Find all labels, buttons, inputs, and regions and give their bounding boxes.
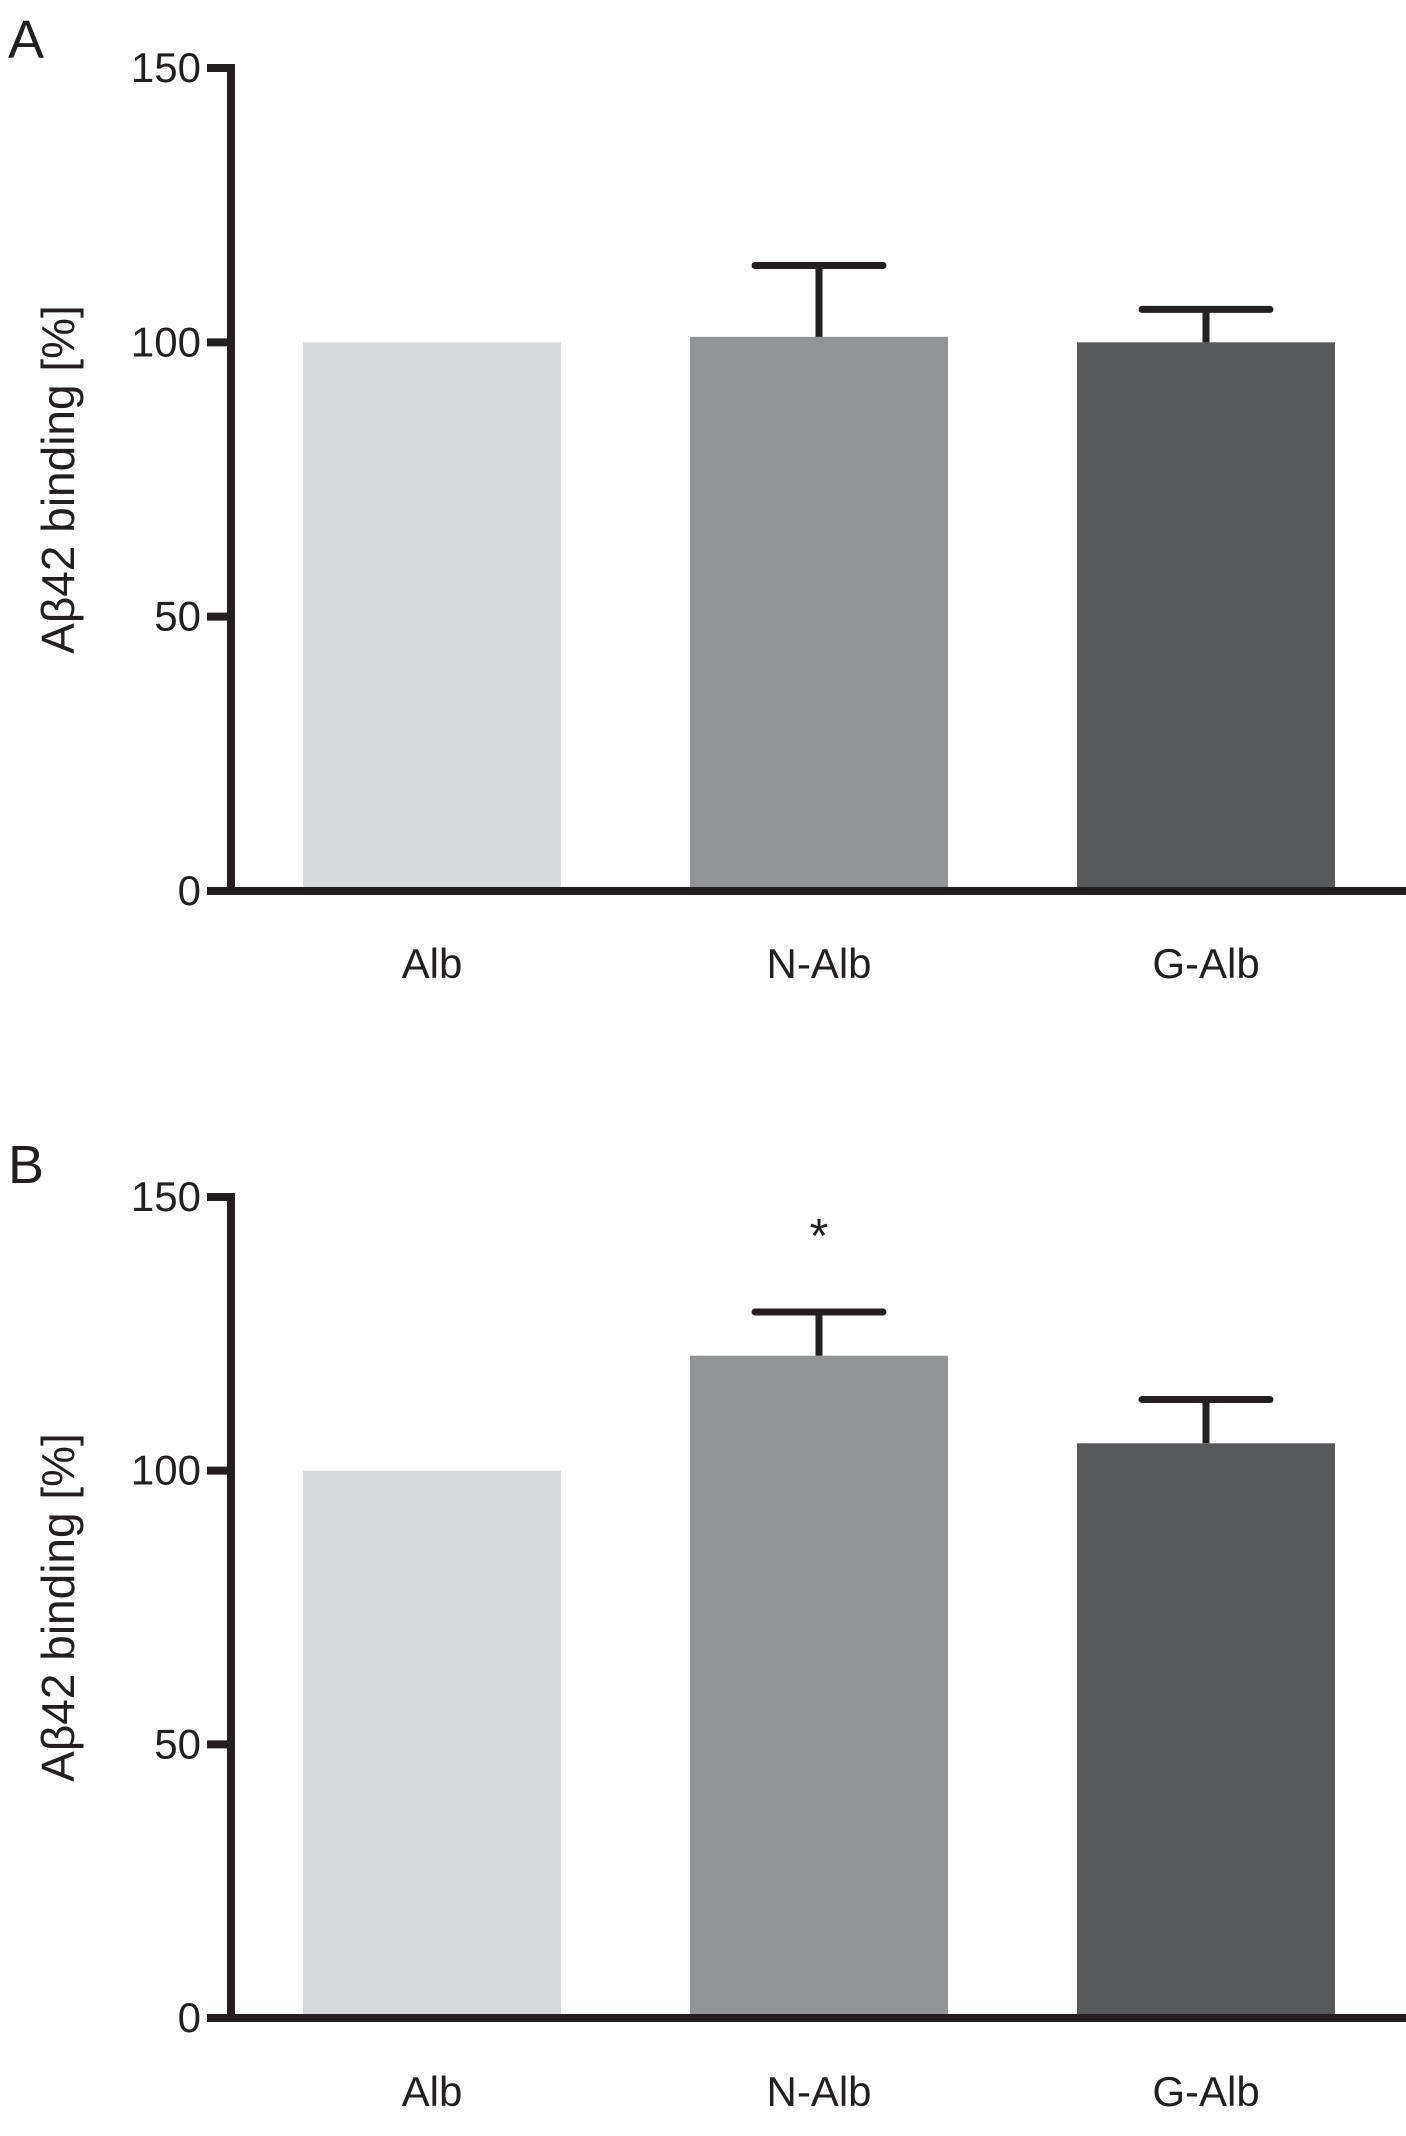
x-tick-label-n-alb: N-Alb [766,2068,871,2115]
significance-marker: * [810,1210,829,1263]
chart-panel-b: B Alb N-Alb G-Alb * 0 50 100 150 Aβ42 binding [%] [8,1135,1406,2115]
panel-label: A [8,10,44,70]
bar-g-alb [1077,342,1335,891]
chart-panel-a: A Alb N-Alb G-Alb 0 50 100 150 Aβ42 binding [%] [8,10,1406,987]
y-axis-label: Aβ42 binding [%] [32,1433,84,1782]
y-axis-label: Aβ42 binding [%] [32,305,84,654]
bar-alb [303,342,561,891]
x-tick-label-alb: Alb [402,940,463,987]
x-tick-label-alb: Alb [402,2068,463,2115]
bar-g-alb [1077,1443,1335,2018]
y-tick-label: 150 [131,44,201,91]
y-tick-label: 50 [154,1720,201,1767]
y-tick-label: 100 [131,1447,201,1494]
x-tick-label-n-alb: N-Alb [766,940,871,987]
x-tick-label-g-alb: G-Alb [1152,940,1259,987]
y-tick-label: 0 [178,1994,201,2041]
y-tick-label: 0 [178,867,201,914]
y-tick-label: 100 [131,318,201,365]
y-tick-label: 50 [154,593,201,640]
panel-label: B [8,1135,44,1195]
x-tick-label-g-alb: G-Alb [1152,2068,1259,2115]
y-tick-label: 150 [131,1173,201,1220]
bar-n-alb [690,1355,948,2018]
bar-alb [303,1470,561,2018]
bar-n-alb [690,336,948,891]
